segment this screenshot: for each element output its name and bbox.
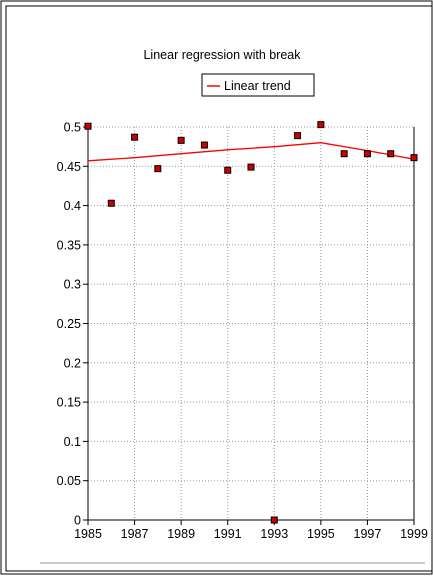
x-tick-label: 1987 xyxy=(121,527,149,541)
y-tick-label: 0.15 xyxy=(57,396,81,410)
axes xyxy=(83,126,415,525)
data-point xyxy=(154,165,162,173)
x-tick-label: 1993 xyxy=(260,527,288,541)
y-tick-label: 0.2 xyxy=(64,356,81,370)
data-point xyxy=(84,122,92,130)
data-point xyxy=(224,166,232,174)
x-tick-label: 1999 xyxy=(400,527,428,541)
data-point xyxy=(270,516,278,524)
data-point xyxy=(387,150,395,158)
data-point xyxy=(363,150,371,158)
x-tick-label: 1985 xyxy=(74,527,102,541)
legend-box xyxy=(201,73,315,97)
data-point xyxy=(107,199,115,207)
data-point xyxy=(317,121,325,129)
y-tick-label: 0.35 xyxy=(57,238,81,252)
y-tick-label: 0.45 xyxy=(57,160,81,174)
x-tick-label: 1989 xyxy=(167,527,195,541)
tick-labels: 0 0.05 0.1 0.15 0.2 0.25 0.3 0.35 0.4 0.45 0.5 1985… xyxy=(57,121,428,542)
data-point xyxy=(131,133,139,141)
x-tick-label: 1997 xyxy=(354,527,382,541)
legend: Linear trend xyxy=(201,73,315,97)
data-point xyxy=(177,136,185,144)
x-tick-label: 1991 xyxy=(214,527,242,541)
data-point xyxy=(294,132,302,140)
data-point xyxy=(340,150,348,158)
data-point xyxy=(410,154,418,162)
series-line-linear-trend xyxy=(87,142,415,162)
y-tick-label: 0 xyxy=(74,514,81,528)
data-point xyxy=(247,163,255,171)
y-tick-label: 0.5 xyxy=(64,121,81,135)
y-tick-label: 0.4 xyxy=(64,199,81,213)
chart-title: Linear regression with break xyxy=(143,48,301,62)
x-tick-label: 1995 xyxy=(307,527,335,541)
inner-border xyxy=(5,5,433,572)
data-points xyxy=(84,121,418,524)
y-tick-label: 0.3 xyxy=(64,278,81,292)
y-tick-label: 0.1 xyxy=(64,435,81,449)
series xyxy=(87,142,415,162)
grid xyxy=(88,126,414,520)
legend-label-linear-trend: Linear trend xyxy=(224,79,291,93)
y-tick-label: 0.05 xyxy=(57,474,81,488)
y-tick-label: 0.25 xyxy=(57,317,81,331)
data-point xyxy=(200,141,208,149)
